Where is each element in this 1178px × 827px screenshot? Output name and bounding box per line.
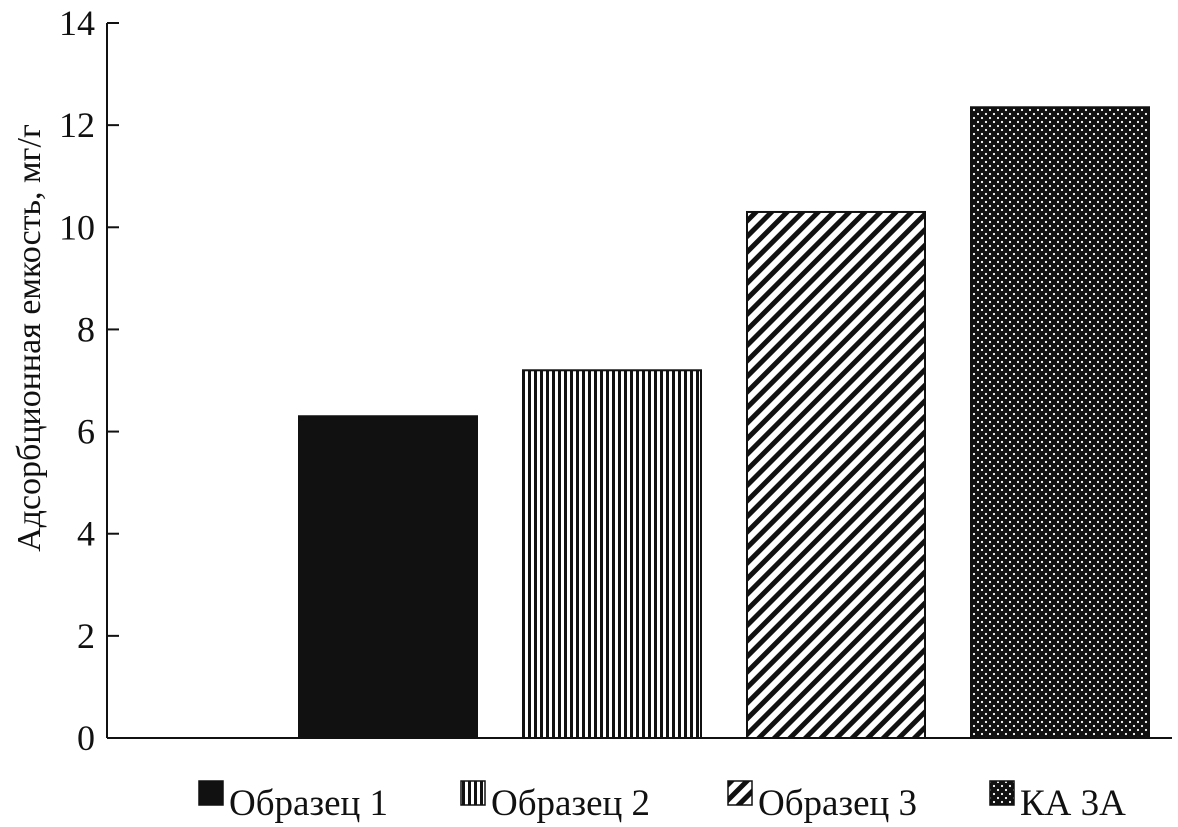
legend-swatch-3 [727,780,753,806]
legend-label-4: КА 3А [1020,783,1126,824]
legend-label-1: Образец 1 [229,783,388,824]
bar-2 [522,369,702,739]
y-tick-label: 12 [59,105,95,145]
bar-4 [970,106,1150,739]
y-tick-label: 0 [77,718,95,758]
bar-1 [298,415,478,739]
legend-swatch-2 [460,780,486,806]
legend-swatch-1 [198,780,224,806]
legend-swatch-4 [989,780,1015,806]
y-tick-label: 6 [77,412,95,452]
y-tick-label: 14 [59,3,95,43]
y-axis-title: Адсорбционная емкость, мг/г [11,124,48,552]
legend-label-2: Образец 2 [491,783,650,824]
y-tick-label: 8 [77,309,95,349]
y-tick-label: 10 [59,207,95,247]
legend-label-3: Образец 3 [758,783,917,824]
legend: Образец 1 Образец 2 Образец 3 КА 3А [198,780,1126,824]
bars-group [298,106,1150,739]
axes-group [106,23,1172,739]
y-ticks-group: 0 2 4 6 8 10 12 14 [59,3,119,758]
bar-3 [746,210,926,739]
y-tick-label: 2 [77,616,95,656]
y-tick-label: 4 [77,514,95,554]
